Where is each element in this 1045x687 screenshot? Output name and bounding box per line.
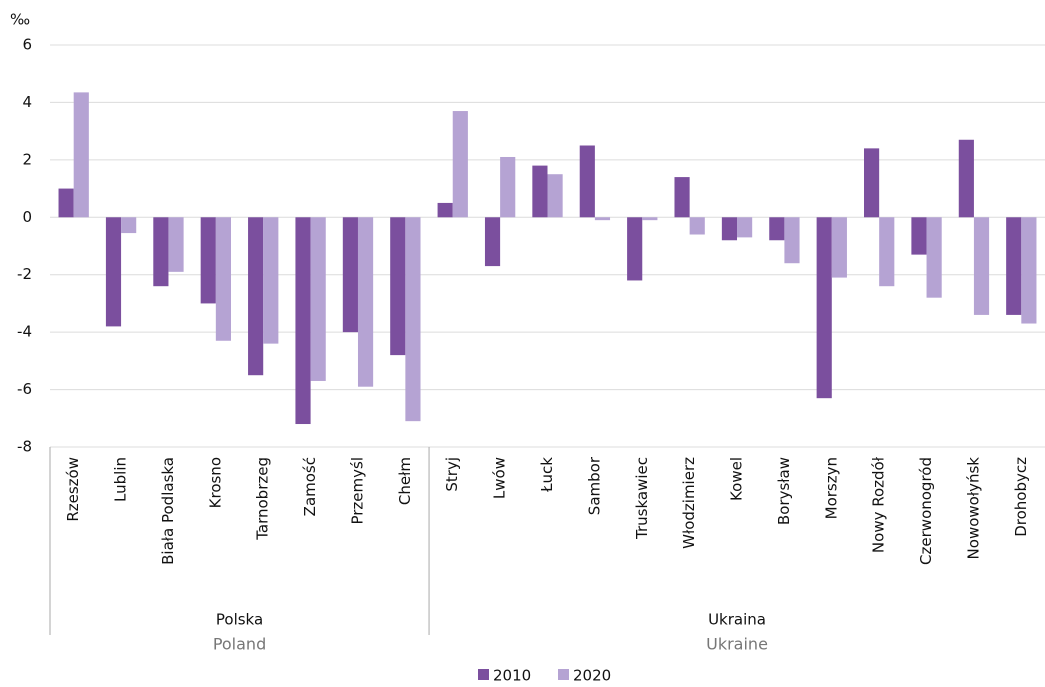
bar [390, 217, 406, 356]
x-tick-label: Kowel [728, 457, 746, 501]
y-tick-label: 4 [22, 93, 32, 111]
group-sublabel: Poland [213, 635, 266, 654]
bar [831, 217, 847, 278]
bar [737, 217, 753, 238]
legend-label: 2020 [573, 667, 611, 685]
bar [689, 217, 705, 235]
bar [769, 217, 785, 241]
bar [73, 92, 89, 218]
group-label: Polska [216, 611, 263, 629]
bar [342, 217, 358, 333]
bar [200, 217, 216, 304]
bar [926, 217, 942, 298]
bar [879, 217, 895, 287]
x-tick-label: Przemyśl [348, 457, 366, 525]
x-tick-label: Biała Podlaska [159, 457, 177, 565]
x-tick-label: Drohobycz [1012, 457, 1030, 537]
x-tick-label: Truskawiec [633, 457, 651, 540]
y-tick-label: -8 [17, 438, 32, 456]
group-sublabel: Ukraine [706, 635, 768, 654]
bar [248, 217, 264, 376]
bar [168, 217, 184, 272]
bar [215, 217, 231, 341]
bar [594, 217, 611, 221]
y-unit: ‰ [10, 11, 30, 29]
bar [295, 217, 311, 425]
x-tick-label: Nowowołyńsk [964, 457, 982, 560]
y-tick-label: -4 [17, 323, 32, 341]
group-label: Ukraina [708, 611, 766, 629]
bar [958, 139, 974, 218]
x-tick-label: Chełm [396, 457, 414, 505]
bar [532, 165, 548, 218]
y-tick-label: 6 [22, 36, 32, 54]
bar [721, 217, 738, 241]
x-tick-label: Włodzimierz [680, 457, 698, 549]
bar [58, 188, 74, 218]
bar [500, 156, 516, 218]
bar [405, 217, 421, 422]
bar [816, 217, 832, 399]
bar [911, 217, 927, 255]
bar [642, 217, 658, 221]
x-tick-label: Nowy Rozdół [870, 456, 888, 553]
bar [784, 217, 800, 264]
x-tick-label: Stryj [443, 457, 461, 492]
bar [105, 217, 122, 327]
x-tick-label: Rzeszów [64, 457, 82, 522]
legend-swatch [558, 669, 569, 680]
legend-swatch [478, 669, 489, 680]
bar [357, 217, 374, 387]
bar [627, 217, 643, 281]
bar [153, 217, 169, 287]
bar [263, 217, 279, 344]
y-tick-label: 0 [22, 208, 32, 226]
bar [1006, 217, 1022, 315]
x-tick-label: Czerwonogród [917, 457, 935, 565]
bar [121, 217, 137, 234]
bar [437, 202, 453, 218]
legend-label: 2010 [493, 667, 531, 685]
bar [547, 174, 563, 218]
bar [452, 111, 468, 218]
x-tick-label: Borysław [775, 457, 793, 525]
bar [484, 217, 501, 267]
x-tick-label: Łuck [538, 457, 556, 493]
bar [973, 217, 990, 315]
y-tick-label: -6 [17, 380, 32, 398]
bar [310, 217, 326, 381]
y-tick-label: 2 [22, 150, 32, 168]
x-tick-label: Tarnobrzeg [254, 457, 272, 541]
x-tick-label: Sambor [585, 456, 603, 515]
x-tick-label: Krosno [206, 457, 224, 508]
x-tick-label: Lwów [491, 457, 509, 499]
y-tick-label: -2 [17, 265, 32, 283]
bar [864, 148, 880, 218]
bar [1021, 217, 1037, 324]
bar [674, 177, 690, 218]
x-tick-label: Morszyn [822, 457, 840, 519]
x-tick-label: Lublin [112, 457, 130, 502]
bar [579, 145, 595, 218]
x-tick-label: Zamość [301, 457, 319, 516]
